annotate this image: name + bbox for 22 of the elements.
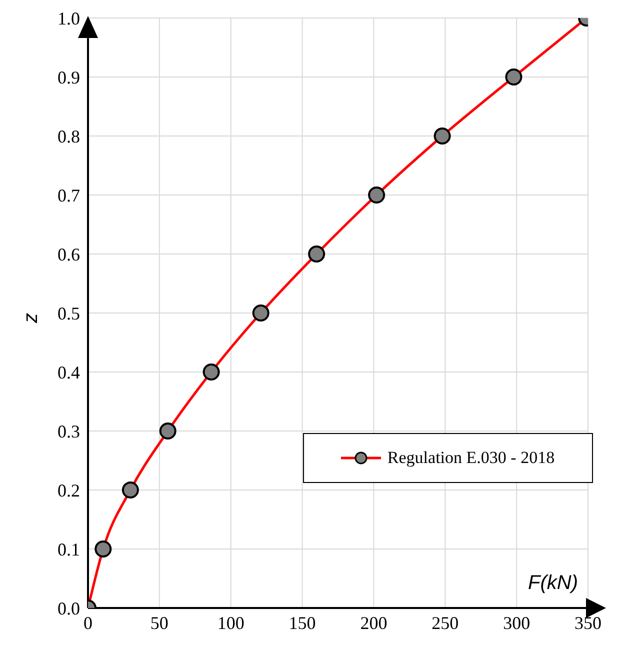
y-axis-title: z — [20, 313, 42, 324]
x-axis-title: F(kN) — [528, 572, 578, 595]
y-tick-label: 0.1 — [58, 539, 80, 560]
y-tick-label: 0.4 — [58, 362, 80, 382]
y-tick-label: 0.0 — [58, 598, 80, 618]
y-tick-label: 0.3 — [58, 421, 80, 442]
y-tick-label: 0.8 — [58, 126, 80, 146]
x-tick-label: 350 — [574, 612, 602, 633]
x-tick-label: 300 — [503, 612, 530, 633]
x-tick-label: 150 — [288, 612, 316, 633]
y-tick-label: 0.6 — [58, 244, 80, 264]
legend-label: Regulation E.030 - 2018 — [387, 448, 555, 468]
x-tick-label: 50 — [150, 612, 168, 633]
y-tick-label: 0.5 — [58, 303, 80, 324]
x-tick-label: 100 — [217, 612, 244, 633]
x-tick-label: 200 — [360, 612, 388, 633]
y-tick-label: 1.0 — [58, 8, 80, 28]
y-tick-label: 0.9 — [58, 67, 80, 88]
x-tick-label: 0 — [84, 612, 92, 633]
x-tick-label: 250 — [432, 612, 459, 633]
y-tick-label: 0.2 — [58, 480, 80, 500]
y-tick-label: 0.7 — [58, 185, 80, 206]
